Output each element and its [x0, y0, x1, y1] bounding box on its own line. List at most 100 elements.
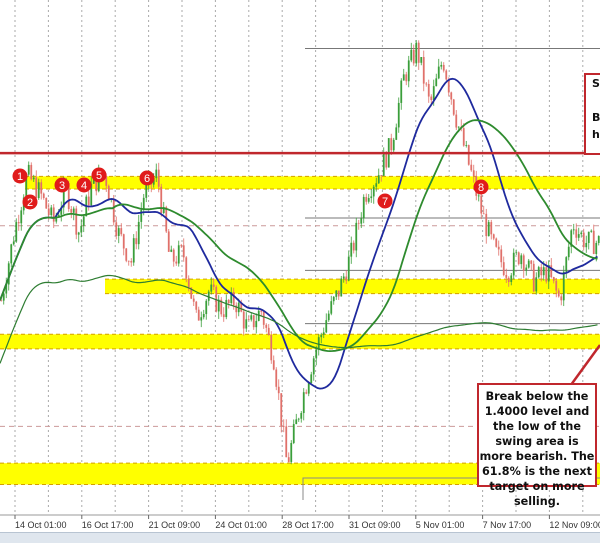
marker-circle — [473, 179, 489, 195]
candle — [585, 242, 588, 248]
candle — [362, 196, 365, 219]
candle — [410, 49, 413, 61]
candle — [257, 310, 260, 321]
candle — [490, 222, 493, 235]
candle — [375, 183, 378, 187]
marker-circle — [76, 177, 92, 193]
candle — [507, 277, 510, 282]
candle — [525, 267, 528, 271]
candle — [347, 256, 350, 281]
candle — [577, 234, 580, 238]
candle — [395, 127, 398, 140]
candle — [350, 242, 353, 257]
candle — [95, 174, 98, 192]
candle — [380, 175, 383, 176]
candle — [37, 182, 40, 199]
candle — [562, 271, 565, 301]
yellow-zone — [0, 463, 600, 485]
candle — [267, 327, 270, 335]
candle — [417, 42, 420, 63]
candle — [162, 207, 165, 214]
candle — [547, 265, 550, 282]
candle — [132, 238, 135, 263]
candle — [52, 207, 55, 222]
candle — [140, 209, 143, 222]
annotation-line: S — [592, 77, 600, 90]
candle — [450, 92, 453, 100]
candle — [185, 257, 188, 279]
candle — [495, 238, 498, 247]
candle — [5, 284, 8, 294]
candle — [372, 186, 375, 197]
candle — [377, 175, 380, 184]
candle — [465, 145, 468, 146]
candle — [87, 196, 90, 206]
candle — [112, 198, 115, 223]
candle — [365, 196, 368, 202]
candle — [595, 242, 598, 254]
candle — [72, 208, 75, 213]
candle — [42, 193, 45, 199]
candle — [352, 242, 355, 251]
candle — [25, 174, 28, 198]
candle — [367, 198, 370, 202]
candle — [427, 83, 430, 97]
candle — [35, 177, 38, 199]
candle — [480, 195, 483, 214]
candle — [537, 267, 540, 278]
marker-circle — [54, 177, 70, 193]
candle — [210, 284, 213, 292]
candle — [432, 86, 435, 101]
candle — [205, 300, 208, 315]
candle — [425, 83, 428, 85]
candle — [115, 222, 118, 236]
candle — [307, 382, 310, 394]
candle — [570, 230, 573, 247]
candle — [262, 311, 265, 325]
moving-average-line — [0, 77, 598, 390]
x-tick-label: 24 Oct 01:00 — [215, 520, 267, 530]
candle — [240, 302, 243, 312]
candle — [597, 236, 600, 243]
candle — [30, 164, 33, 180]
candle — [517, 252, 520, 265]
candle — [127, 260, 130, 262]
candle — [260, 310, 263, 312]
candle — [82, 216, 85, 226]
candle — [122, 234, 125, 249]
marker-label-2: 2 — [27, 197, 33, 209]
candle — [75, 208, 78, 235]
candle — [145, 183, 148, 198]
candle — [47, 208, 50, 216]
annotation-line: ho — [592, 128, 600, 141]
candle — [265, 324, 268, 328]
candle — [420, 57, 423, 63]
x-tick-label: 5 Nov 01:00 — [416, 520, 465, 530]
candle — [255, 320, 258, 328]
candle — [550, 265, 553, 278]
x-tick-label: 28 Oct 17:00 — [282, 520, 334, 530]
candle — [155, 169, 158, 179]
candle — [20, 210, 23, 224]
candle — [527, 260, 530, 268]
x-tick-label: 21 Oct 09:00 — [149, 520, 201, 530]
candle — [45, 198, 48, 209]
yellow-zone — [0, 334, 600, 349]
candle — [445, 70, 448, 80]
candle — [235, 305, 238, 313]
marker-label-4: 4 — [81, 180, 87, 192]
candle — [567, 246, 570, 258]
candle — [320, 334, 323, 338]
candle — [207, 291, 210, 301]
candle — [12, 241, 15, 245]
candle — [360, 218, 363, 224]
candle — [315, 349, 318, 359]
candle — [15, 222, 18, 242]
candle — [190, 287, 193, 299]
candle — [582, 232, 585, 248]
marker-circle — [22, 194, 38, 210]
candle — [430, 96, 433, 101]
marker-label-8: 8 — [478, 182, 484, 194]
candle — [182, 245, 185, 258]
candle — [245, 319, 248, 329]
